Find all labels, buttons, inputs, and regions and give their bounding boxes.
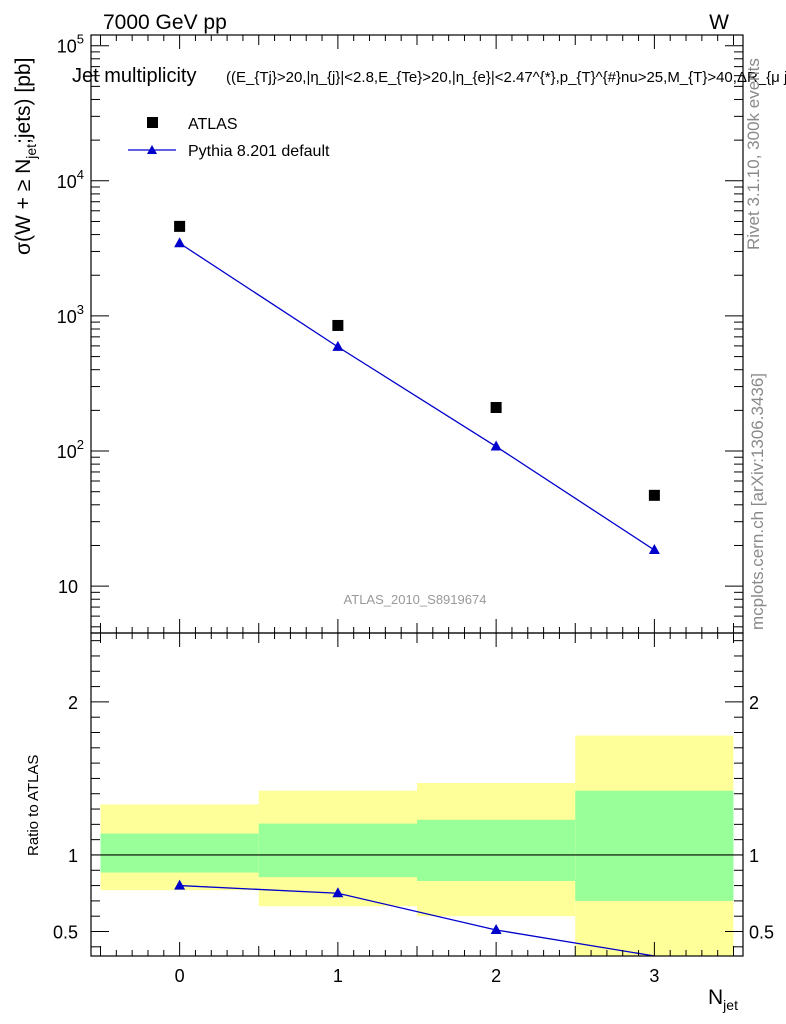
ratio-mc-point xyxy=(332,887,344,898)
legend-atlas-label: ATLAS xyxy=(188,116,238,133)
main-y-tick-label: 105 xyxy=(57,32,84,57)
main-marks xyxy=(174,220,660,555)
x-tick-label: 0 xyxy=(175,966,185,986)
inner-uncertainty-band xyxy=(258,823,417,878)
x-tick-label: 1 xyxy=(333,966,343,986)
rivet-version-label: Rivet 3.1.10, 300k events xyxy=(744,58,763,250)
mc-point xyxy=(648,544,660,555)
ratio-y-tick-label-right: 2 xyxy=(749,693,759,713)
main-y-tick-label: 10 xyxy=(58,577,78,597)
mcplots-label: mcplots.cern.ch [arXiv:1306.3436] xyxy=(748,373,767,630)
atlas-point xyxy=(490,401,502,413)
ratio-mc-point xyxy=(490,923,502,934)
atlas-point xyxy=(332,319,344,331)
atlas-point xyxy=(648,489,660,501)
legend-mc-marker xyxy=(147,145,157,154)
main-y-tick-label: 104 xyxy=(57,167,84,192)
ratio-mc-line xyxy=(179,884,655,957)
ratio-y-tick-label: 1 xyxy=(68,846,78,866)
main-panel: 10 102 103 104 105 xyxy=(57,32,744,634)
process-label: W xyxy=(709,11,729,34)
title-cuts: ((E_{Tj}>20,|η_{j}|<2.8,E_{Te}>20,|η_{e}… xyxy=(226,69,786,86)
ratio-y-tick-label-right: 1 xyxy=(749,846,759,866)
svg-text:Njet: Njet xyxy=(708,986,738,1013)
mc-line xyxy=(179,242,655,551)
main-y-axis-label: σ(W + ≥ Njet;jets) [pb] xyxy=(12,58,39,255)
x-tick-label: 2 xyxy=(491,966,501,986)
ratio-y-axis-label: Ratio to ATLAS xyxy=(25,755,42,856)
atlas-point xyxy=(174,220,186,232)
x-axis-label: Njet xyxy=(708,986,738,1013)
ratio-panel: 0 1 2 3 0.5 0.5 1 1 2 2 xyxy=(53,632,774,986)
svg-text:σ(W + ≥ Njet;jets) [pb]: σ(W + ≥ Njet;jets) [pb] xyxy=(12,58,39,255)
main-y-tick-label: 102 xyxy=(57,437,84,462)
ratio-marks xyxy=(91,735,743,957)
mc-point xyxy=(332,340,344,351)
inner-uncertainty-band xyxy=(100,833,259,873)
ratio-y-tick-label-right: 0.5 xyxy=(749,923,774,943)
legend: ATLAS Pythia 8.201 default xyxy=(128,116,330,160)
plot-title: Jet multiplicity ((E_{Tj}>20,|η_{j}|<2.8… xyxy=(72,65,786,87)
ratio-mc-point xyxy=(174,879,186,890)
main-y-tick-label: 103 xyxy=(57,302,84,327)
ratio-y-tick-label: 2 xyxy=(68,693,78,713)
inner-uncertainty-band xyxy=(417,819,576,881)
ratio-y-tick-label: 0.5 xyxy=(53,923,78,943)
title-text: Jet multiplicity xyxy=(72,65,196,87)
mc-point xyxy=(490,440,502,451)
ratio-axes: 0 1 2 3 0.5 0.5 1 1 2 2 xyxy=(53,633,774,986)
legend-mc-label: Pythia 8.201 default xyxy=(188,143,330,160)
inner-uncertainty-band xyxy=(575,790,734,901)
main-axes: 10 102 103 104 105 xyxy=(57,32,743,633)
x-tick-label: 3 xyxy=(649,966,659,986)
analysis-id-label: ATLAS_2010_S8919674 xyxy=(344,592,487,607)
legend-atlas-marker xyxy=(147,117,158,128)
energy-label: 7000 GeV pp xyxy=(103,11,227,34)
mc-point xyxy=(174,237,186,248)
